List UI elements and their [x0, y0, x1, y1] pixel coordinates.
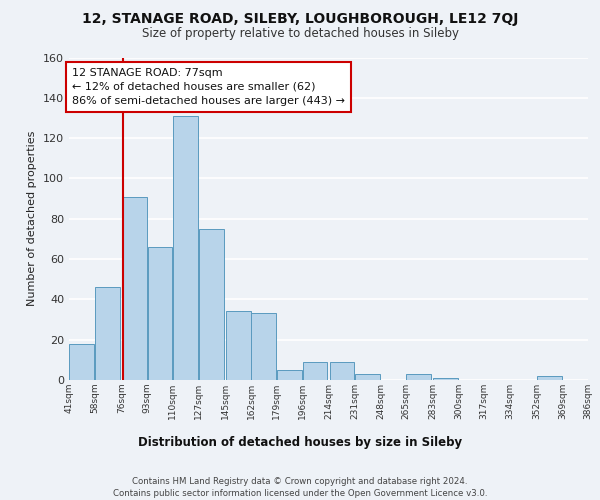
Bar [95, 288, 120, 380]
Bar [122, 196, 147, 380]
Bar [433, 378, 458, 380]
Bar [537, 376, 562, 380]
Bar [329, 362, 355, 380]
Bar [70, 344, 94, 380]
Bar [199, 229, 224, 380]
Text: 12, STANAGE ROAD, SILEBY, LOUGHBOROUGH, LE12 7QJ: 12, STANAGE ROAD, SILEBY, LOUGHBOROUGH, … [82, 12, 518, 26]
Bar [302, 362, 328, 380]
Text: Distribution of detached houses by size in Sileby: Distribution of detached houses by size … [138, 436, 462, 449]
Bar [226, 312, 251, 380]
Bar [277, 370, 302, 380]
Bar [148, 247, 172, 380]
Bar [406, 374, 431, 380]
Text: 12 STANAGE ROAD: 77sqm
← 12% of detached houses are smaller (62)
86% of semi-det: 12 STANAGE ROAD: 77sqm ← 12% of detached… [72, 68, 345, 106]
Text: Contains HM Land Registry data © Crown copyright and database right 2024.
Contai: Contains HM Land Registry data © Crown c… [113, 476, 487, 498]
Bar [355, 374, 380, 380]
Bar [173, 116, 198, 380]
Bar [251, 314, 276, 380]
Y-axis label: Number of detached properties: Number of detached properties [28, 131, 37, 306]
Text: Size of property relative to detached houses in Sileby: Size of property relative to detached ho… [142, 28, 458, 40]
